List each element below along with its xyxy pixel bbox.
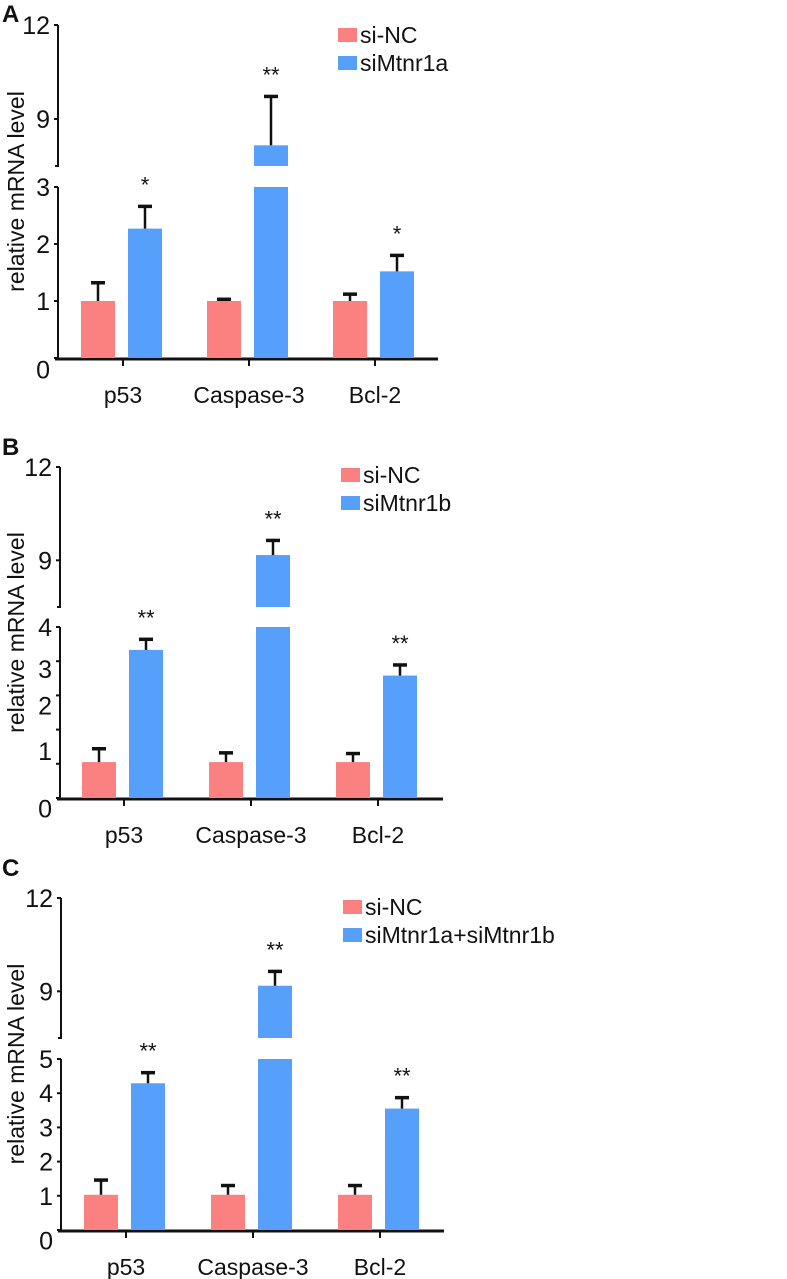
x-tick-label: p53	[105, 822, 143, 848]
y-tick-label: 2	[39, 1149, 53, 1177]
y-tick-label: 4	[38, 614, 52, 642]
bar-si-NC	[209, 762, 243, 798]
bar-siMtnr1b	[383, 675, 417, 798]
legend-label: siMtnr1a	[360, 50, 448, 76]
bar-si-NC	[338, 1194, 372, 1230]
x-tick-label: p53	[107, 1254, 145, 1279]
legend-swatch	[343, 928, 362, 942]
y-tick-label: 12	[22, 12, 50, 40]
y-tick-label: 5	[39, 1046, 53, 1074]
bar-si-NC	[82, 762, 116, 798]
legend-label: siMtnr1b	[363, 490, 451, 516]
bar-siMtnr1b-upper	[256, 555, 290, 607]
bar-siMtnr1a+siMtnr1b	[131, 1083, 165, 1230]
significance-marker: **	[266, 937, 284, 962]
y-tick-label: 9	[36, 106, 50, 134]
bar-si-NC	[84, 1194, 118, 1230]
bar-siMtnr1a+siMtnr1b	[385, 1108, 419, 1230]
x-tick-label: Bcl-2	[349, 382, 401, 408]
y-tick-label: 9	[38, 547, 52, 575]
x-tick-label: p53	[104, 382, 142, 408]
significance-marker: **	[137, 605, 155, 630]
panel-letter: B	[2, 434, 19, 461]
bar-siMtnr1a-lower	[254, 187, 288, 358]
y-tick-label: 12	[25, 885, 53, 913]
legend-swatch	[338, 56, 357, 70]
significance-marker: **	[262, 62, 280, 87]
y-tick-label: 0	[38, 795, 52, 823]
legend-label: si-NC	[363, 462, 421, 488]
significance-marker: **	[391, 631, 409, 656]
legend-label: siMtnr1a+siMtnr1b	[365, 922, 555, 948]
y-tick-label: 3	[39, 1114, 53, 1142]
x-tick-label: Bcl-2	[354, 1254, 406, 1279]
y-tick-label: 3	[38, 656, 52, 684]
y-tick-label: 12	[24, 454, 52, 482]
bar-siMtnr1a+siMtnr1b-upper	[258, 985, 292, 1038]
x-tick-label: Caspase-3	[193, 382, 304, 408]
legend-swatch	[343, 900, 362, 914]
significance-marker: *	[393, 221, 402, 246]
significance-marker: **	[264, 506, 282, 531]
bar-siMtnr1a	[128, 228, 162, 358]
x-tick-label: Caspase-3	[197, 1254, 308, 1279]
y-tick-label: 2	[36, 231, 50, 259]
panel-letter: A	[2, 1, 19, 28]
legend-swatch	[341, 496, 360, 510]
legend-swatch	[338, 28, 357, 42]
bar-si-NC	[333, 301, 367, 358]
y-tick-label: 1	[38, 738, 52, 766]
bar-siMtnr1b	[129, 649, 163, 798]
y-tick-label: 3	[36, 174, 50, 202]
bar-si-NC	[211, 1194, 245, 1230]
legend-label: si-NC	[365, 894, 423, 920]
bar-siMtnr1a-upper	[254, 145, 288, 166]
y-tick-label: 0	[39, 1227, 53, 1255]
legend-label: si-NC	[360, 22, 418, 48]
significance-marker: **	[393, 1064, 411, 1089]
legend-swatch	[341, 468, 360, 482]
x-tick-label: Bcl-2	[352, 822, 404, 848]
panel-letter: C	[2, 855, 19, 882]
y-tick-label: 2	[38, 693, 52, 721]
significance-marker: *	[141, 172, 150, 197]
bar-siMtnr1a+siMtnr1b-lower	[258, 1059, 292, 1230]
y-tick-label: 9	[39, 978, 53, 1006]
bar-si-NC	[207, 301, 241, 358]
bar-siMtnr1a	[380, 271, 414, 358]
y-axis-label: relative mRNA level	[3, 532, 29, 733]
x-tick-label: Caspase-3	[195, 822, 306, 848]
y-tick-label: 1	[36, 288, 50, 316]
bar-siMtnr1b-lower	[256, 627, 290, 798]
y-tick-label: 0	[36, 356, 50, 384]
y-tick-label: 4	[39, 1080, 53, 1108]
y-axis-label: relative mRNA level	[3, 91, 29, 292]
significance-marker: **	[139, 1039, 157, 1064]
bar-si-NC	[81, 301, 115, 358]
y-axis-label: relative mRNA level	[3, 964, 29, 1165]
bar-si-NC	[336, 762, 370, 798]
y-tick-label: 1	[39, 1183, 53, 1211]
